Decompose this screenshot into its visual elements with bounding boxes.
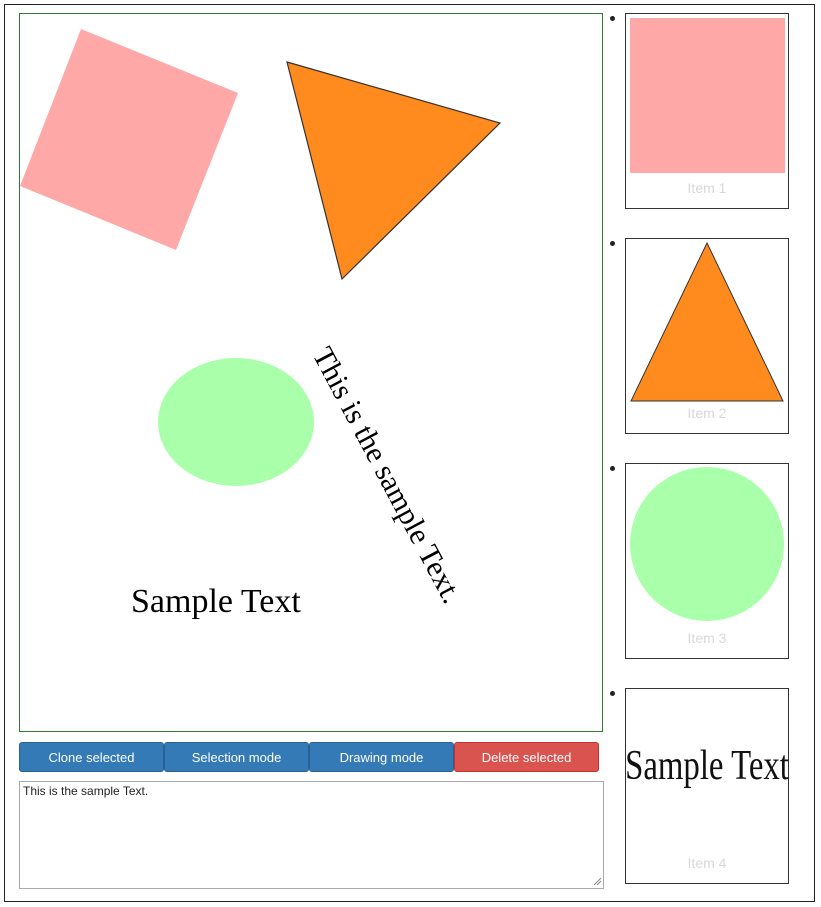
item-4-thumbnail: Sample Text: [626, 742, 789, 789]
list-bullet: [610, 466, 615, 471]
canvas-rotated-text[interactable]: This is the sample Text.: [306, 342, 469, 609]
canvas-green-ellipse[interactable]: [158, 358, 314, 486]
list-item-3[interactable]: Item 3: [625, 463, 789, 659]
list-bullet: [610, 241, 615, 246]
item-label: Item 2: [687, 405, 727, 421]
canvas-sample-text[interactable]: Sample Text: [131, 583, 301, 620]
clone-selected-button[interactable]: Clone selected: [19, 742, 164, 772]
canvas-orange-triangle[interactable]: [286, 61, 502, 281]
selection-mode-button[interactable]: Selection mode: [164, 742, 309, 772]
item-1-thumbnail: [630, 18, 785, 173]
drawing-mode-button[interactable]: Drawing mode: [309, 742, 454, 772]
list-item-4[interactable]: Sample Text Item 4: [625, 688, 789, 884]
item-4-text: Sample Text: [626, 742, 789, 789]
resize-grip-icon[interactable]: [592, 876, 602, 886]
text-editor[interactable]: This is the sample Text.: [19, 781, 604, 889]
delete-selected-button[interactable]: Delete selected: [454, 742, 599, 772]
list-item-1[interactable]: Item 1: [625, 13, 789, 209]
item-3-thumbnail: [630, 467, 784, 621]
item-label: Item 1: [687, 180, 727, 196]
item-2-thumbnail: [630, 241, 784, 402]
canvas-svg: This is the sample Text. Sample Text: [20, 29, 502, 620]
list-item-2[interactable]: Item 2: [625, 238, 789, 434]
item-label: Item 3: [687, 630, 727, 646]
toolbar: Clone selected Selection mode Drawing mo…: [19, 742, 599, 772]
list-bullet: [610, 16, 615, 21]
app-frame: [4, 4, 815, 902]
list-bullet: [610, 691, 615, 696]
canvas-pink-square[interactable]: [20, 29, 238, 250]
drawing-canvas[interactable]: This is the sample Text. Sample Text: [19, 13, 603, 732]
item-label: Item 4: [687, 855, 727, 871]
